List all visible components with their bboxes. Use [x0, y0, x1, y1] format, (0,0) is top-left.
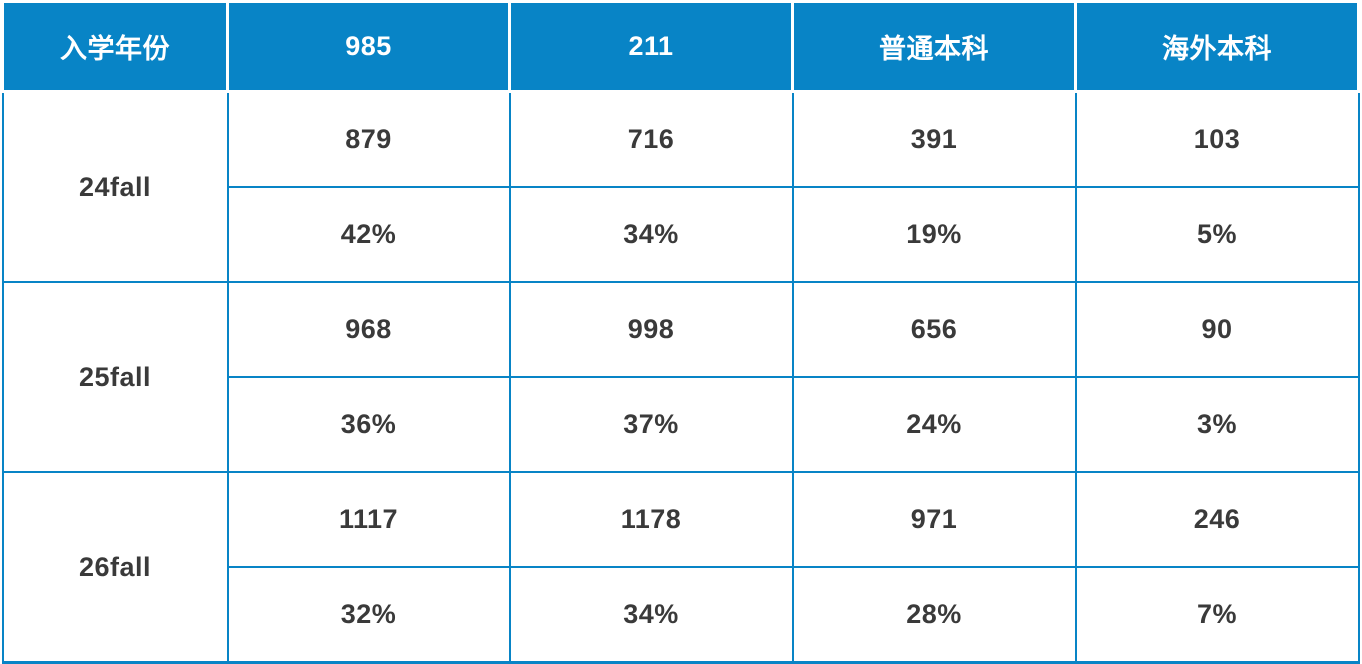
- percent-cell: 42%: [226, 186, 511, 283]
- percent-cell: 24%: [791, 376, 1077, 473]
- percent-cell: 34%: [508, 186, 794, 283]
- count-cell: 90: [1074, 281, 1360, 378]
- table-row-25fall-counts: 25fall 968 998 656 90: [1, 281, 1360, 473]
- percent-cell: 28%: [791, 566, 1077, 664]
- count-cell: 998: [508, 281, 794, 378]
- table-row-25fall-percents: 36% 37% 24% 3%: [3, 376, 1360, 473]
- percent-cell: 32%: [226, 566, 511, 664]
- year-cell-24fall: 24fall: [1, 90, 229, 283]
- count-cell: 968: [226, 281, 511, 378]
- count-cell: 103: [1074, 90, 1360, 188]
- percent-cell: 19%: [791, 186, 1077, 283]
- percent-cell: 37%: [508, 376, 794, 473]
- table-body: 24fall 879 716 391 103 42% 34% 19% 5% 25…: [1, 90, 1360, 664]
- header-cell-985: 985: [226, 0, 511, 93]
- count-cell: 246: [1074, 471, 1360, 568]
- year-cell-25fall: 25fall: [1, 281, 229, 473]
- header-cell-year: 入学年份: [1, 0, 229, 93]
- header-cell-211: 211: [508, 0, 794, 93]
- year-cell-26fall: 26fall: [1, 471, 229, 664]
- header-cell-regular: 普通本科: [791, 0, 1077, 93]
- percent-cell: 36%: [226, 376, 511, 473]
- percent-cell: 3%: [1074, 376, 1360, 473]
- table-row-24fall-counts: 24fall 879 716 391 103: [1, 90, 1360, 283]
- count-cell: 879: [226, 90, 511, 188]
- count-cell: 1117: [226, 471, 511, 568]
- percent-cell: 7%: [1074, 566, 1360, 664]
- header-row: 入学年份 985 211 普通本科 海外本科: [1, 0, 1360, 93]
- table-header: 入学年份 985 211 普通本科 海外本科: [1, 0, 1360, 93]
- count-cell: 1178: [508, 471, 794, 568]
- percent-cell: 5%: [1074, 186, 1360, 283]
- count-cell: 391: [791, 90, 1077, 188]
- count-cell: 971: [791, 471, 1077, 568]
- table-row-24fall-percents: 42% 34% 19% 5%: [3, 186, 1360, 283]
- count-cell: 716: [508, 90, 794, 188]
- count-cell: 656: [791, 281, 1077, 378]
- table-row-26fall-counts: 26fall 1117 1178 971 246: [1, 471, 1360, 664]
- percent-cell: 34%: [508, 566, 794, 664]
- header-cell-overseas: 海外本科: [1074, 0, 1360, 93]
